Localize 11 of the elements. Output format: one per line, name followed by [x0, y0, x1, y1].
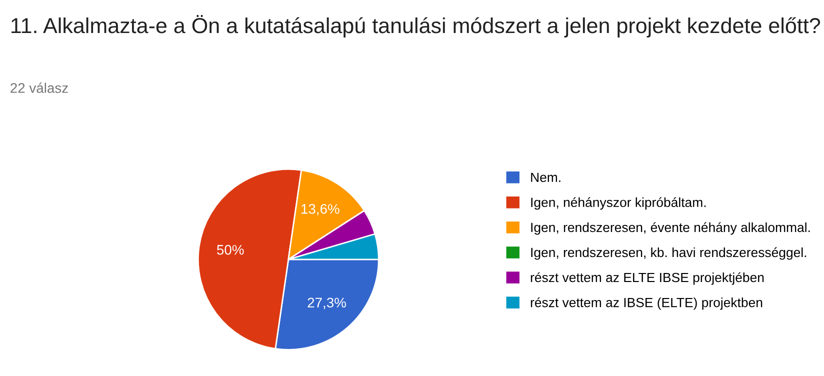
chart-title: 11. Alkalmazta-e a Ön a kutatásalapú tanulási módszert a jelen projekt kezdete előtt? [12, 15, 820, 38]
legend-label: Igen, rendszeresen, évente néhány alkalommal. [531, 222, 810, 235]
legend-label: részt vettem az ELTE IBSE projektjében [530, 272, 764, 285]
legend-label: Igen, rendszeresen, kb. havi rendszerességgel. [531, 247, 806, 260]
text: 22 válasz [10, 82, 68, 93]
data-label: 27,3% [308, 298, 346, 310]
legend-label: részt vettem az IBSE (ELTE) projektben [530, 297, 762, 310]
legend-label: Nem. [531, 172, 560, 182]
legend-label: Igen, néhányszor kipróbáltam. [531, 197, 706, 210]
data-label: 13,6% [302, 204, 340, 216]
data-label: 50% [217, 244, 244, 255]
